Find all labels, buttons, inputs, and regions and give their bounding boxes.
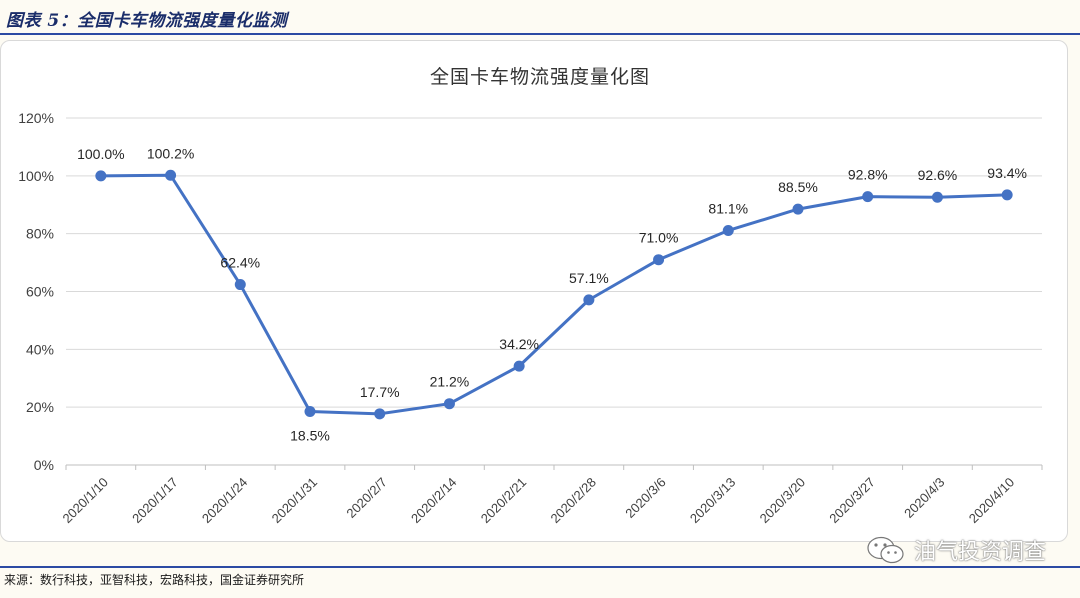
x-tick-label: 2020/3/13	[687, 475, 739, 527]
x-tick-label: 2020/3/20	[757, 475, 809, 527]
gridlines	[66, 117, 1042, 466]
x-tick-label: 2020/4/3	[901, 475, 947, 521]
x-tick-label: 2020/2/28	[547, 475, 599, 527]
figure-title: 图表 5：全国卡车物流强度量化监测	[6, 11, 288, 31]
data-point	[95, 170, 107, 182]
x-tick-label: 2020/3/27	[826, 475, 878, 527]
data-label: 57.1%	[569, 270, 609, 286]
data-point	[862, 191, 874, 203]
data-point	[374, 408, 386, 420]
y-tick-label: 0%	[34, 457, 54, 473]
data-label: 18.5%	[290, 428, 330, 444]
y-tick-label: 120%	[18, 110, 54, 126]
x-tick-label: 2020/4/10	[966, 475, 1018, 527]
series-polyline	[100, 173, 1008, 416]
x-tick-label: 2020/1/24	[199, 475, 251, 527]
data-label: 34.2%	[499, 336, 539, 352]
data-label: 100.2%	[147, 145, 194, 161]
data-label: 81.1%	[708, 200, 748, 216]
x-tick-label: 2020/3/6	[622, 475, 668, 521]
data-point	[792, 203, 804, 215]
source-note: 来源：数行科技，亚智科技，宏路科技，国金证券研究所	[4, 573, 305, 587]
series-line	[100, 173, 1008, 416]
data-label: 17.7%	[360, 384, 400, 400]
data-point	[443, 398, 455, 410]
data-point	[1001, 189, 1013, 201]
data-label: 21.2%	[430, 374, 470, 390]
watermark: 油气投资调查	[866, 534, 1046, 566]
data-point	[304, 406, 316, 418]
data-point	[165, 169, 177, 181]
data-label: 92.6%	[918, 167, 958, 183]
data-label: 92.8%	[848, 167, 888, 183]
line-chart: 全国卡车物流强度量化图 0% 20% 40% 60% 80% 100% 120% 2020/…	[18, 66, 1043, 527]
x-tick-label: 2020/1/31	[269, 475, 321, 527]
data-point	[513, 360, 525, 372]
y-tick-label: 60%	[26, 284, 54, 300]
watermark-text: 油气投资调查	[913, 540, 1046, 565]
x-tick-label: 2020/2/21	[478, 475, 530, 527]
data-point	[653, 254, 665, 266]
data-point	[583, 294, 595, 306]
data-label: 100.0%	[77, 146, 124, 162]
data-labels: 100.0% 100.2% 62.4% 18.5% 17.7% 21.2% 34.2% 57.…	[77, 145, 1027, 443]
bottom-divider	[0, 566, 1080, 568]
top-divider	[0, 33, 1080, 35]
data-label: 62.4%	[220, 255, 260, 271]
data-point	[234, 279, 246, 291]
data-points	[95, 169, 1013, 420]
y-tick-label: 80%	[26, 226, 54, 242]
y-tick-label: 100%	[18, 168, 54, 184]
x-tick-label: 2020/1/17	[129, 475, 181, 527]
x-tick-label: 2020/1/10	[59, 475, 111, 527]
x-axis-ticks: 2020/1/10 2020/1/17 2020/1/24 2020/1/31 2020…	[59, 465, 1043, 527]
y-axis-ticks: 0% 20% 40% 60% 80% 100% 120%	[18, 110, 54, 473]
data-label: 93.4%	[987, 165, 1027, 181]
data-label: 71.0%	[639, 230, 679, 246]
data-label: 88.5%	[778, 179, 818, 195]
y-tick-label: 20%	[26, 399, 54, 415]
data-point	[931, 191, 943, 203]
figure-header: 图表 5：全国卡车物流强度量化监测	[0, 0, 1080, 34]
y-tick-label: 40%	[26, 341, 54, 357]
data-point	[722, 224, 734, 236]
x-tick-label: 2020/2/14	[408, 475, 460, 527]
chart-title: 全国卡车物流强度量化图	[430, 66, 650, 88]
x-tick-label: 2020/2/7	[343, 475, 389, 521]
wechat-icon	[867, 536, 904, 564]
